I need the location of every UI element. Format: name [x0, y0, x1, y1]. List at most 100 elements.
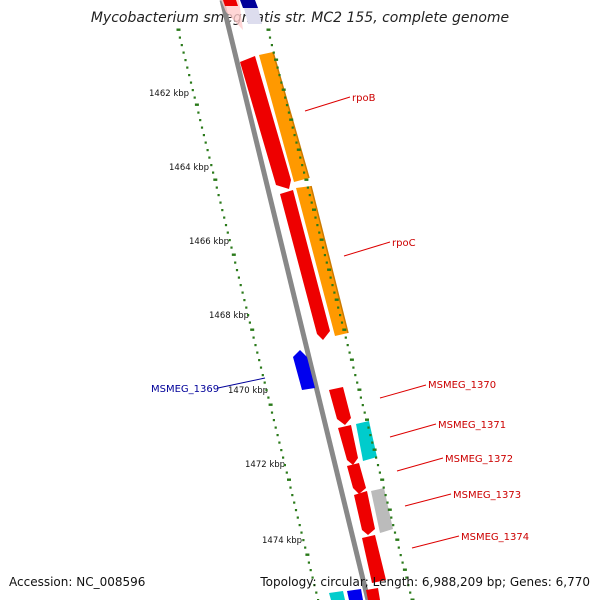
scale-track-left-dot [282, 456, 285, 459]
scale-tick-label: 1466 kbp [189, 237, 229, 247]
scale-track-right-dot [371, 441, 374, 444]
scale-track-right-dot [361, 404, 364, 407]
cds-rpob [240, 56, 291, 189]
scale-track-left-dot [237, 276, 240, 279]
scale-track-left-dot [280, 449, 283, 452]
scale-track-left-dot [184, 59, 187, 62]
scale-tick-label: 1462 kbp [149, 89, 189, 99]
scale-track-right-dot [339, 314, 342, 317]
scale-track-right-dot [359, 396, 362, 399]
cds-msmeg-1373 [354, 491, 375, 535]
scale-track-left-dot [259, 366, 263, 369]
scale-track-left-dot [311, 576, 314, 579]
scale-track-right-dot [382, 486, 385, 489]
scale-track-left-dot [261, 374, 264, 377]
scale-track-right-dot [318, 231, 321, 234]
scale-track-left-dot [245, 306, 248, 309]
scale-track-right-dot [329, 276, 332, 279]
scale-track-right-dot [346, 344, 349, 347]
scale-track-left-dot [212, 171, 215, 174]
gene-rpob [259, 52, 309, 182]
label-leader-rpob [304, 96, 351, 112]
scale-track-left-dot [291, 494, 294, 497]
label-leader-msmeg-1374 [411, 535, 460, 549]
scale-track-right-dot [310, 201, 313, 204]
scale-track-right-dot [316, 224, 319, 227]
scale-track-right-dot [375, 456, 378, 459]
scale-track-right-dot [301, 164, 304, 167]
scale-track-right-dot [354, 374, 357, 377]
scale-track-left-dot [176, 28, 181, 31]
scale-tick-label: 1472 kbp [245, 460, 285, 470]
map-title: Mycobacterium smegmatis str. MC2 155, co… [90, 10, 510, 26]
scale-track-left-dot [215, 186, 218, 189]
scale-track-right-dot [390, 516, 393, 519]
scale-track-right-dot [349, 358, 354, 361]
scale-track-left-dot [199, 119, 202, 122]
label-leader-msmeg-1371 [389, 423, 437, 438]
feature-bottom-cyan [329, 591, 345, 600]
scale-track-right-dot [376, 464, 380, 467]
scale-track-left-dot [268, 403, 273, 406]
scale-track-right-dot [312, 208, 316, 211]
scale-track-right-dot [363, 411, 366, 414]
scale-track-left-dot [289, 486, 292, 489]
scale-track-right-dot [278, 74, 281, 77]
scale-track-right-dot [393, 531, 397, 534]
scale-track-right-dot [270, 44, 273, 47]
genome-backbone [219, 0, 371, 600]
scale-tick-label: 1468 kbp [209, 311, 249, 321]
gene-label-msmeg-1373: MSMEG_1373 [453, 490, 521, 501]
cds-msmeg-1370 [329, 387, 351, 425]
scale-track-right-dot [306, 186, 309, 189]
scale-track-right-dot [321, 246, 325, 249]
scale-track-right-dot [372, 448, 377, 451]
scale-track-left-dot [226, 231, 229, 234]
scale-track-left-dot [307, 561, 310, 564]
label-leader-msmeg-1372 [396, 457, 444, 472]
scale-track-left-dot [230, 246, 233, 249]
scale-track-left-dot [186, 66, 189, 69]
scale-track-right-dot [296, 148, 301, 151]
scale-track-left-dot [231, 253, 236, 256]
scale-track-right-dot [407, 584, 410, 587]
scale-track-right-dot [386, 501, 389, 504]
scale-track-left-dot [256, 351, 259, 354]
feature-top-red [223, 0, 238, 6]
gene-label-msmeg-1372: MSMEG_1372 [445, 454, 513, 465]
scale-track-right-dot [378, 471, 381, 474]
scale-track-right-dot [274, 58, 279, 61]
scale-track-right-dot [319, 238, 324, 241]
feature-bottom-red [366, 588, 380, 600]
scale-track-right-dot [323, 254, 326, 257]
scale-track-left-dot [200, 126, 204, 129]
scale-track-left-dot [247, 314, 250, 317]
feature-top-lavender [244, 8, 262, 24]
scale-track-left-dot [283, 464, 286, 467]
scale-track-left-dot [270, 411, 274, 414]
accession-text: Accession: NC_008596 [9, 575, 146, 589]
scale-track-left-dot [285, 471, 288, 474]
scale-track-right-dot [284, 96, 287, 99]
scale-track-right-dot [401, 561, 404, 564]
scale-track-right-dot [352, 366, 355, 369]
cds-msmeg-1372 [347, 463, 366, 494]
scale-track-right-dot [276, 66, 279, 69]
genome-summary-text: Topology: circular; Length: 6,988,209 bp… [260, 575, 590, 589]
cds-rpoc [280, 190, 330, 340]
scale-tick-label: 1470 kbp [228, 386, 268, 396]
gene-label-msmeg-1371: MSMEG_1371 [438, 420, 506, 431]
scale-track-left-dot [208, 156, 211, 159]
scale-track-right-dot [281, 88, 286, 91]
label-leader-rpoc [343, 241, 391, 257]
gene-label-msmeg-1370: MSMEG_1370 [428, 380, 496, 391]
scale-track-left-dot [239, 284, 242, 287]
scale-track-right-dot [280, 81, 283, 84]
tick-dot-tracks [176, 28, 415, 600]
scale-track-left-dot [287, 478, 291, 481]
scale-track-left-dot [228, 239, 231, 242]
scale-track-right-dot [392, 524, 395, 527]
label-leader-msmeg-1370 [379, 384, 427, 399]
scale-track-right-dot [295, 141, 298, 144]
scale-track-right-dot [356, 381, 359, 384]
